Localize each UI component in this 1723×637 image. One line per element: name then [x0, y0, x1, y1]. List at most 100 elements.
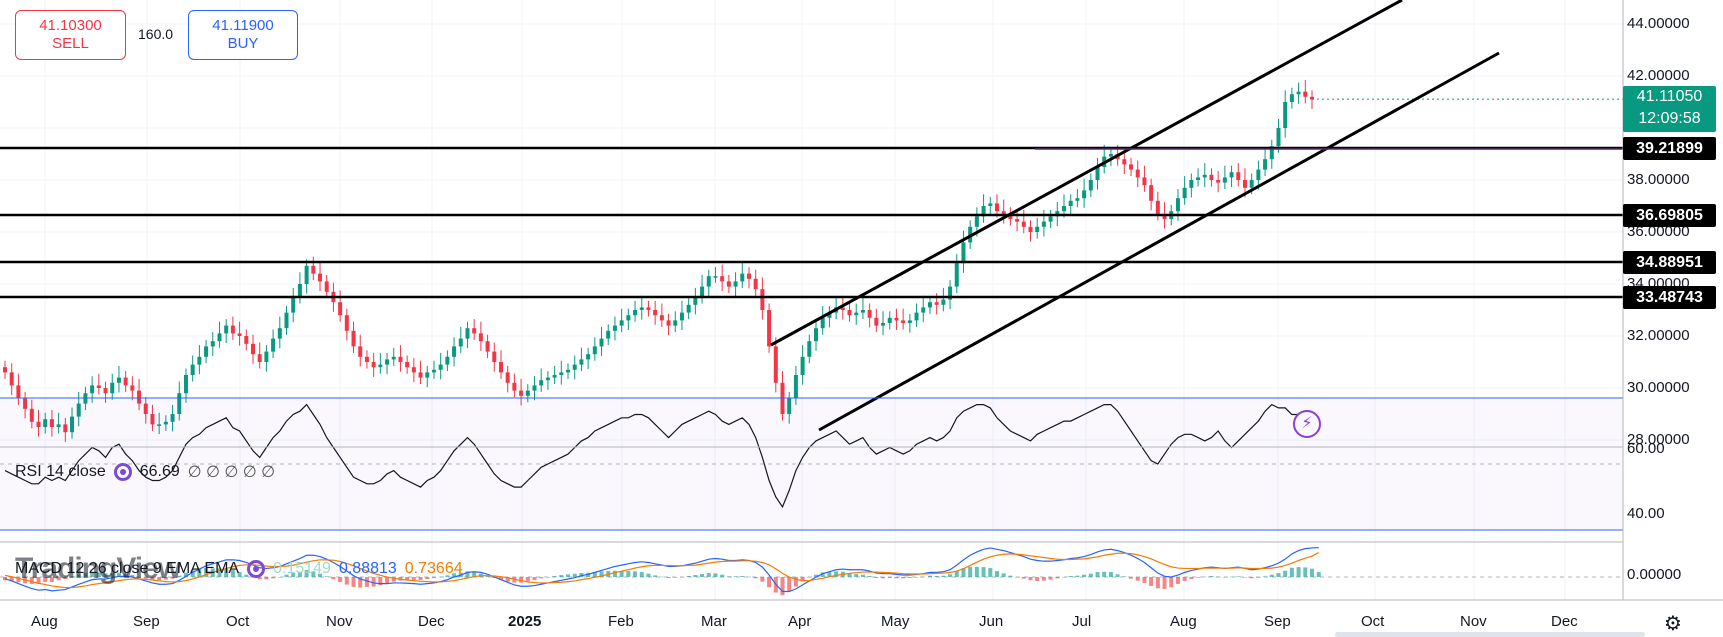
candle-body: [465, 328, 470, 339]
macd-histogram-bar: [814, 574, 819, 577]
candle-body: [1236, 172, 1241, 180]
macd-histogram-bar: [277, 577, 282, 578]
macd-histogram-bar: [733, 576, 738, 577]
time-tick: Aug: [31, 613, 58, 630]
settings-icon[interactable]: [247, 560, 266, 578]
candle-body: [1142, 177, 1147, 186]
macd-histogram-bar: [539, 577, 544, 579]
time-tick: May: [881, 613, 910, 630]
macd-histogram-bar: [827, 572, 832, 577]
candle-body: [1028, 226, 1033, 232]
macd-histogram-bar: [83, 573, 88, 577]
macd-histogram-bar: [1108, 572, 1113, 577]
time-tick: Feb: [608, 613, 634, 630]
rsi-legend[interactable]: RSI 14 close 66.69 ∅ ∅ ∅ ∅ ∅: [15, 462, 275, 482]
candle-body: [921, 307, 926, 313]
scrollbar[interactable]: [1335, 632, 1645, 637]
candle-body: [96, 385, 101, 388]
macd-histogram-bar: [1162, 577, 1167, 589]
current-price: 41.11050: [1636, 88, 1703, 105]
macd-label: MACD 12 26 close 9 EMA EMA: [15, 560, 240, 577]
time-tick: Dec: [418, 613, 445, 630]
drawings[interactable]: [0, 0, 1623, 432]
candle-body: [1289, 94, 1294, 102]
macd-histogram-bar: [230, 570, 235, 577]
candle-body: [49, 419, 54, 427]
lightning-icon[interactable]: ⚡: [1293, 410, 1321, 438]
sell-button[interactable]: 41.10300 SELL: [15, 10, 126, 60]
candle-body: [1310, 96, 1314, 100]
channel-upper-line[interactable]: [770, 0, 1403, 347]
candle-body: [793, 375, 798, 399]
candle-body: [941, 299, 946, 305]
signal-value: 0.73664: [404, 560, 463, 577]
candle-body: [29, 408, 34, 422]
buy-button[interactable]: 41.11900 BUY: [188, 10, 298, 60]
macd-legend[interactable]: MACD 12 26 close 9 EMA EMA 0.15149 0.888…: [15, 560, 463, 578]
candle-body: [137, 390, 142, 404]
macd-histogram-bar: [780, 577, 785, 596]
macd-histogram-bar: [452, 573, 457, 577]
macd-histogram-bar: [793, 577, 798, 587]
macd-histogram-bar: [1202, 576, 1207, 578]
time-tick: Oct: [226, 613, 250, 630]
candle-body: [787, 398, 792, 414]
candle-body: [1303, 91, 1308, 97]
price-tick: 30.00000: [1627, 379, 1690, 396]
candle-body: [264, 351, 269, 362]
macd-histogram-bar: [599, 571, 604, 577]
candle-body: [150, 414, 155, 425]
macd-histogram-bar: [465, 571, 470, 577]
candle-body: [827, 312, 832, 318]
candle-body: [418, 372, 423, 378]
macd-histogram-bar: [90, 572, 95, 577]
macd-histogram-bar: [1048, 577, 1053, 580]
hline-tag-39[interactable]: 39.21899: [1623, 137, 1716, 160]
macd-histogram-bar: [612, 570, 617, 577]
candle-body: [1196, 177, 1201, 180]
time-tick: Jul: [1072, 613, 1092, 630]
channel-lower-line[interactable]: [818, 51, 1500, 432]
macd-histogram-bar: [150, 577, 155, 580]
candle-body: [1249, 180, 1254, 188]
macd-histogram-bar: [297, 571, 302, 577]
rsi-pane: [0, 397, 1623, 531]
settings-icon[interactable]: [113, 463, 132, 481]
hline-tag-36[interactable]: 36.69805: [1623, 204, 1716, 227]
candle-body: [840, 307, 845, 310]
rsi-tick: 60.00: [1627, 440, 1665, 457]
macd-histogram-bar: [358, 577, 363, 588]
candle-body: [666, 320, 671, 326]
candle-body: [653, 310, 658, 316]
candle-body: [1122, 159, 1127, 165]
candle-body: [746, 273, 751, 279]
signal-line: [4, 552, 1319, 589]
macd-histogram-bar: [1289, 567, 1294, 577]
buy-label: BUY: [227, 35, 259, 52]
macd-histogram-bar: [693, 575, 698, 577]
macd-histogram-bar: [405, 577, 410, 581]
candle-body: [1062, 206, 1067, 212]
hline-tag-33[interactable]: 33.48743: [1623, 286, 1716, 309]
time-tick: Nov: [326, 613, 353, 630]
macd-histogram-bar: [753, 577, 758, 579]
macd-histogram-bar: [498, 577, 503, 580]
candle-body: [3, 367, 7, 373]
gear-icon[interactable]: ⚙: [1664, 613, 1682, 635]
candle-body: [1082, 190, 1087, 199]
hline-tag-34[interactable]: 34.88951: [1623, 251, 1716, 274]
candle-body: [686, 304, 691, 313]
macd-histogram-bar: [9, 577, 14, 582]
candle-body: [659, 315, 664, 321]
candle-body: [847, 310, 852, 316]
macd-histogram-bar: [1155, 577, 1160, 589]
candle-body: [123, 377, 128, 386]
rsi-tick: 40.00: [1627, 505, 1665, 522]
candle-body: [854, 312, 859, 316]
macd-histogram-bar: [894, 577, 899, 579]
candle-body: [1048, 216, 1053, 222]
macd-histogram-bar: [96, 572, 101, 577]
candle-body: [894, 317, 899, 321]
candle-body: [431, 369, 436, 373]
